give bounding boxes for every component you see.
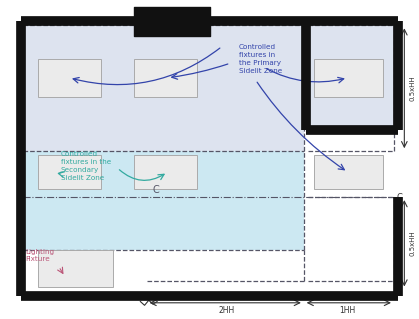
- Text: Controlled
fixtures in
the Primary
Sidelit Zone: Controlled fixtures in the Primary Sidel…: [239, 44, 282, 74]
- Bar: [23, 151, 304, 249]
- Bar: [314, 59, 383, 97]
- Bar: [38, 155, 101, 189]
- Bar: [38, 249, 113, 287]
- Text: C: C: [396, 193, 402, 202]
- Bar: [314, 155, 383, 189]
- Text: 0.5xHH: 0.5xHH: [409, 75, 415, 101]
- Text: 1HH: 1HH: [340, 306, 356, 315]
- Bar: [134, 155, 197, 189]
- Bar: [308, 26, 394, 128]
- Text: C: C: [153, 185, 160, 195]
- Bar: [23, 26, 304, 151]
- Bar: [134, 59, 197, 97]
- Bar: [38, 59, 101, 97]
- Text: 0.5xHH: 0.5xHH: [409, 230, 415, 256]
- Text: Controlled
fixtures in the
Secondary
Sidelit Zone: Controlled fixtures in the Secondary Sid…: [61, 151, 111, 181]
- Text: 2HH: 2HH: [218, 306, 234, 315]
- Text: Lighting
Fixture: Lighting Fixture: [25, 249, 54, 262]
